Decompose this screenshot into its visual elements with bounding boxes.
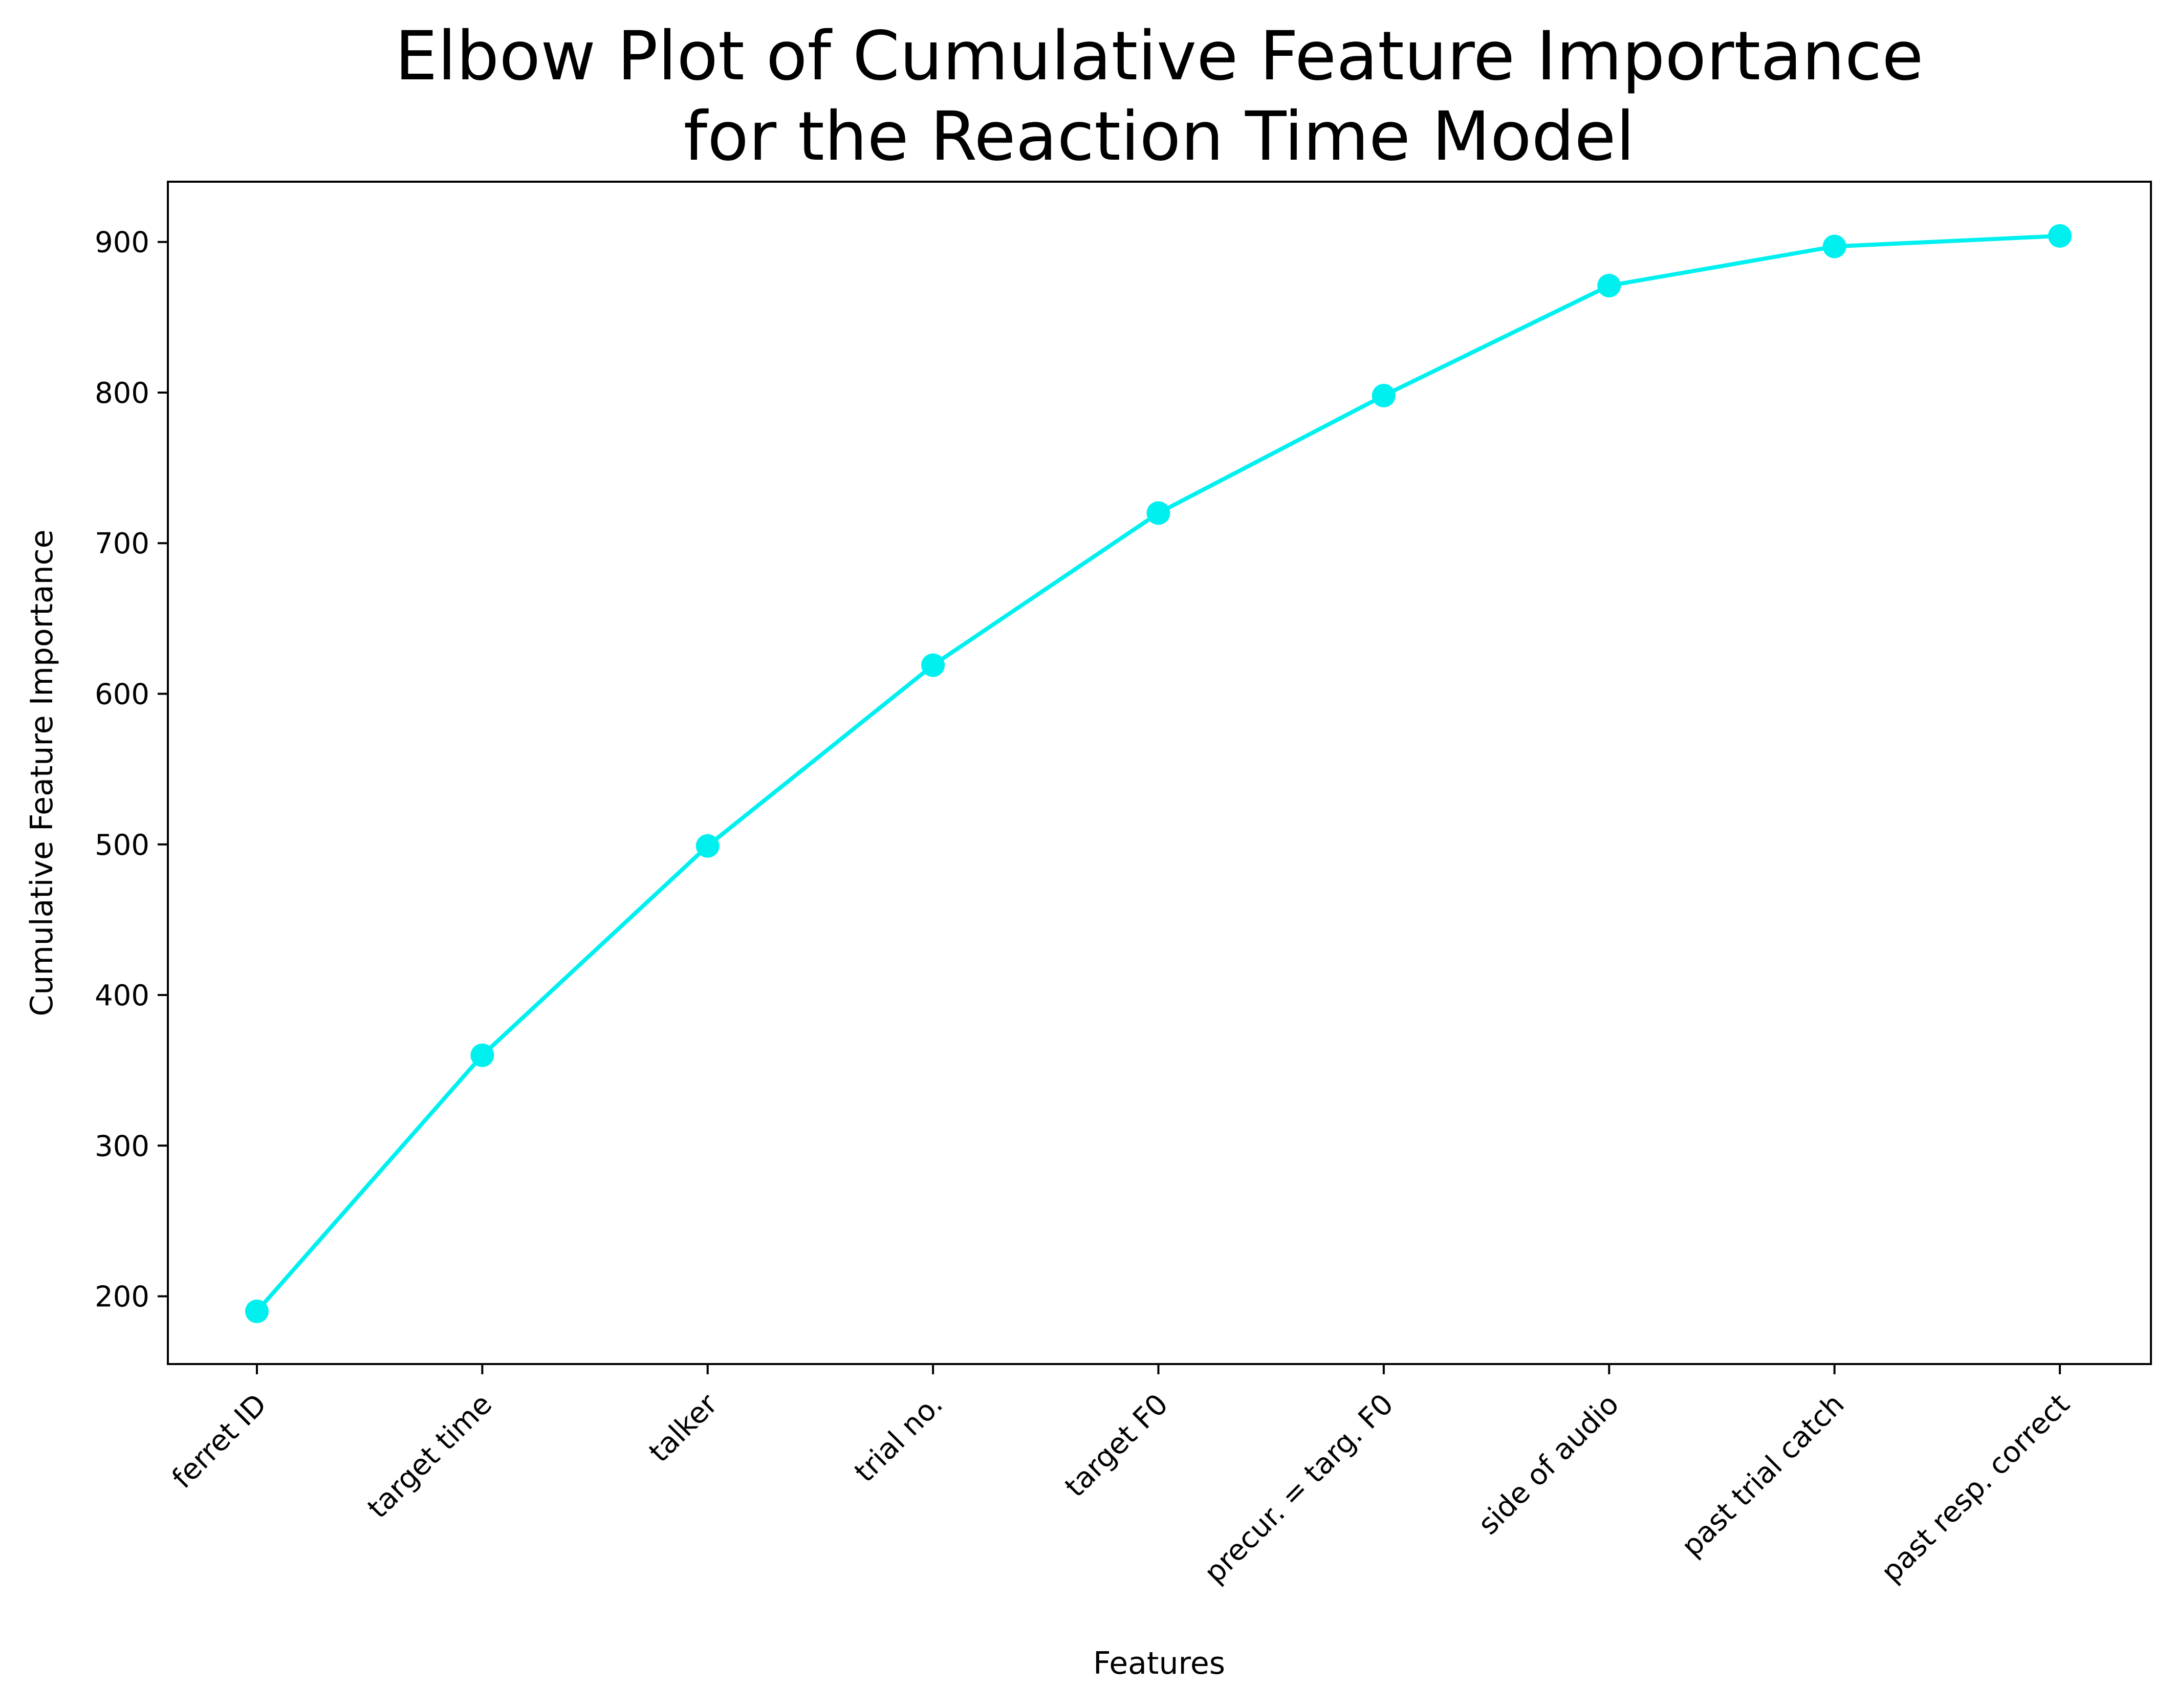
data-point [1146, 501, 1170, 525]
chart-title-line-2: for the Reaction Time Model [684, 97, 1635, 176]
x-tick-label: past trial catch [1675, 1388, 1851, 1563]
data-point [921, 653, 945, 677]
x-tick-label: precur. = targ. F0 [1198, 1388, 1400, 1590]
y-tick-label: 800 [95, 377, 149, 410]
data-point [2048, 224, 2072, 248]
y-tick-label: 300 [95, 1130, 149, 1163]
x-tick-label: side of audio [1472, 1388, 1625, 1541]
y-tick-label: 500 [95, 829, 149, 862]
y-axis-label: Cumulative Feature Importance [24, 529, 60, 1016]
y-axis: 200 300 400 500 600 700 800 900 [95, 226, 168, 1314]
x-tick-label: target F0 [1058, 1388, 1174, 1504]
series-line [255, 233, 2060, 1313]
x-axis: ferret ID target time talker trial no. targe… [166, 1364, 2076, 1590]
chart-title-line-1: Elbow Plot of Cumulative Feature Importa… [395, 17, 1923, 96]
x-tick-label: trial no. [848, 1388, 949, 1489]
data-point [695, 834, 720, 858]
data-series [245, 224, 2072, 1324]
y-tick-label: 900 [95, 226, 149, 260]
x-tick-label: ferret ID [166, 1388, 273, 1495]
x-tick-label: target time [361, 1388, 498, 1525]
data-point [1597, 274, 1621, 298]
x-tick-label: past resp. correct [1875, 1388, 2076, 1589]
data-point [1822, 234, 1846, 258]
x-tick-label: talker [643, 1387, 725, 1469]
y-tick-label: 600 [95, 678, 149, 711]
y-tick-label: 400 [95, 979, 149, 1012]
plot-frame [167, 181, 2152, 1365]
x-axis-label: Features [1093, 1646, 1225, 1681]
y-tick-label: 200 [95, 1281, 149, 1314]
data-point [1372, 383, 1396, 407]
data-point [470, 1043, 494, 1067]
y-tick-label: 700 [95, 527, 149, 560]
data-point [245, 1300, 269, 1324]
